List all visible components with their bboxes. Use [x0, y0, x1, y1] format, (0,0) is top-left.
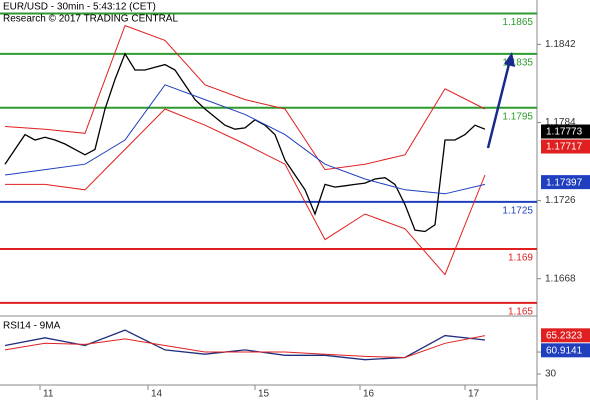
price-marker-label: 1.17397 [546, 177, 583, 188]
level-label: 1.165 [508, 307, 533, 318]
level-label: 1.1865 [502, 17, 533, 28]
level-label: 1.1795 [502, 111, 533, 122]
level-label: 1.169 [508, 253, 533, 264]
y-tick-label: 1.1842 [545, 39, 576, 50]
x-tick-label: 15 [258, 389, 270, 400]
price-marker-label: 1.17717 [546, 142, 583, 153]
projection-arrow [486, 59, 512, 149]
series-line [4, 335, 486, 359]
plot-layer: 1.1842 1.1784 1.1726 1.1668 1.1865 1.1835 1.17… [0, 12, 590, 400]
price-marker [541, 124, 590, 139]
price-marker-label: 60.9141 [546, 345, 583, 356]
series-line [4, 84, 486, 195]
price-marker-label: 1.17773 [546, 127, 583, 138]
chart-subtitle: Research © 2017 TRADING CENTRAL [3, 14, 178, 25]
price-marker [541, 343, 590, 358]
arrow-head [504, 52, 515, 67]
price-marker [541, 328, 590, 343]
y-tick-label: 1.1726 [545, 195, 576, 206]
series-line [4, 24, 486, 171]
y-tick-label: 1.1668 [545, 273, 576, 284]
x-tick-label: 16 [363, 389, 375, 400]
series-line [4, 52, 486, 233]
chart-title: EUR/USD - 30min - 5:43:12 (CET) [3, 2, 156, 13]
y-tick-label: 1.1784 [545, 117, 576, 128]
price-marker-label: 65.2323 [546, 330, 583, 341]
x-tick-label: 14 [151, 389, 163, 400]
panel-title: RSI14 - 9MA [3, 321, 61, 332]
price-marker [541, 175, 590, 190]
x-tick-label: 11 [43, 389, 54, 400]
x-tick-label: 17 [468, 389, 480, 400]
price-marker [541, 139, 590, 154]
y-tick-label: 30 [545, 369, 557, 380]
series-line [5, 108, 486, 276]
level-label: 1.1725 [502, 206, 533, 217]
level-label: 1.1835 [502, 57, 533, 68]
